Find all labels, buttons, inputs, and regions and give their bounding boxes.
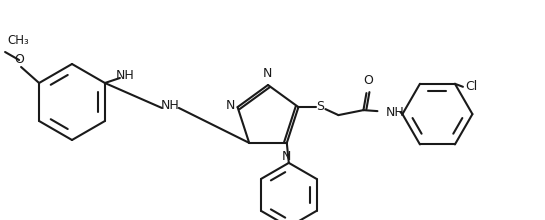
Text: N: N [262, 67, 272, 80]
Text: Cl: Cl [465, 80, 477, 93]
Text: NH: NH [116, 68, 134, 81]
Text: CH₃: CH₃ [7, 34, 29, 47]
Text: N: N [226, 99, 235, 112]
Text: O: O [14, 53, 24, 66]
Text: S: S [317, 100, 324, 113]
Text: NH: NH [160, 99, 179, 112]
Text: NH: NH [385, 106, 404, 119]
Text: N: N [282, 150, 292, 163]
Text: O: O [364, 74, 373, 87]
